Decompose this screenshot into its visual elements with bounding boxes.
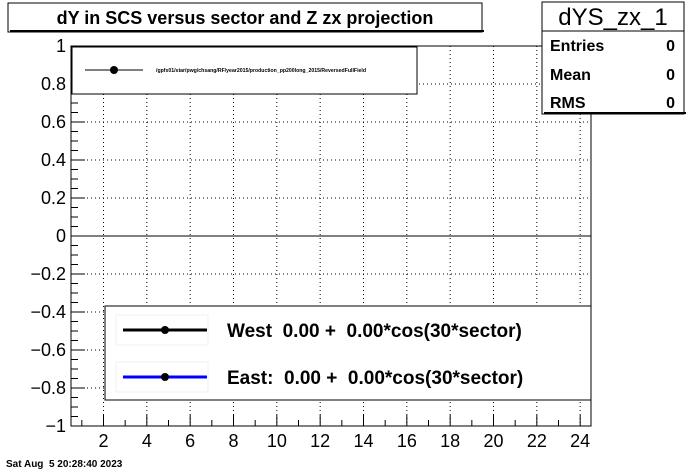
timestamp: Sat Aug 5 20:28:40 2023 xyxy=(6,459,123,470)
east-legend-marker xyxy=(161,373,169,381)
west-legend-marker xyxy=(161,326,169,334)
x-tick-label: 16 xyxy=(397,431,417,451)
x-tick-label: 20 xyxy=(483,431,503,451)
title-box: dY in SCS versus sector and Z zx project… xyxy=(7,2,484,33)
x-tick-label: 2 xyxy=(98,431,108,451)
x-tick-label: 14 xyxy=(353,431,373,451)
x-tick-label: 8 xyxy=(228,431,238,451)
chart-title: dY in SCS versus sector and Z zx project… xyxy=(57,8,434,28)
y-tick-label: −1 xyxy=(45,416,66,436)
stats-rms-label: RMS xyxy=(550,95,586,112)
west-fit-label: West 0.00 + 0.00*cos(30*sector) xyxy=(227,321,522,342)
stats-mean-value: 0 xyxy=(666,67,675,84)
stats-entries-label: Entries xyxy=(550,38,604,55)
x-tick-label: 6 xyxy=(185,431,195,451)
stats-name: dYS_zx_1 xyxy=(558,4,667,31)
x-tick-label: 18 xyxy=(440,431,460,451)
y-tick-label: −0.8 xyxy=(30,378,66,398)
y-tick-label: −0.4 xyxy=(30,302,66,322)
y-tick-label: 0.6 xyxy=(41,112,66,132)
top-legend: /gpfs01/star/pwg/chsang/RF/year2015/prod… xyxy=(71,46,418,95)
east-fit-label: East: 0.00 + 0.00*cos(30*sector) xyxy=(227,368,523,389)
stats-rms-value: 0 xyxy=(666,95,675,112)
fit-legend: West 0.00 + 0.00*cos(30*sector) East: 0.… xyxy=(104,305,592,401)
axis-ticks xyxy=(71,45,581,427)
stats-box: dYS_zx_1 Entries 0 Mean 0 RMS 0 xyxy=(541,1,686,115)
x-tick-label: 22 xyxy=(527,431,547,451)
x-tick-label: 10 xyxy=(267,431,287,451)
y-axis-tick-labels: −1 −0.8 −0.6 −0.4 −0.2 0 0.2 0.4 0.6 0.8 1 xyxy=(30,36,66,436)
top-legend-marker xyxy=(110,66,118,74)
stats-mean-label: Mean xyxy=(550,67,591,84)
x-tick-label: 24 xyxy=(570,431,590,451)
y-tick-label: 0.4 xyxy=(41,150,66,170)
x-tick-label: 12 xyxy=(310,431,330,451)
x-axis-tick-labels: 2 4 6 8 10 12 14 16 18 20 22 24 xyxy=(98,431,590,451)
stats-entries-value: 0 xyxy=(666,38,675,55)
y-tick-label: −0.2 xyxy=(30,264,66,284)
y-tick-label: 1 xyxy=(56,36,66,56)
y-tick-label: 0.8 xyxy=(41,74,66,94)
y-tick-label: 0 xyxy=(56,226,66,246)
y-tick-label: −0.6 xyxy=(30,340,66,360)
y-tick-label: 0.2 xyxy=(41,188,66,208)
top-legend-path: /gpfs01/star/pwg/chsang/RF/year2015/prod… xyxy=(156,68,366,74)
x-tick-label: 4 xyxy=(142,431,152,451)
